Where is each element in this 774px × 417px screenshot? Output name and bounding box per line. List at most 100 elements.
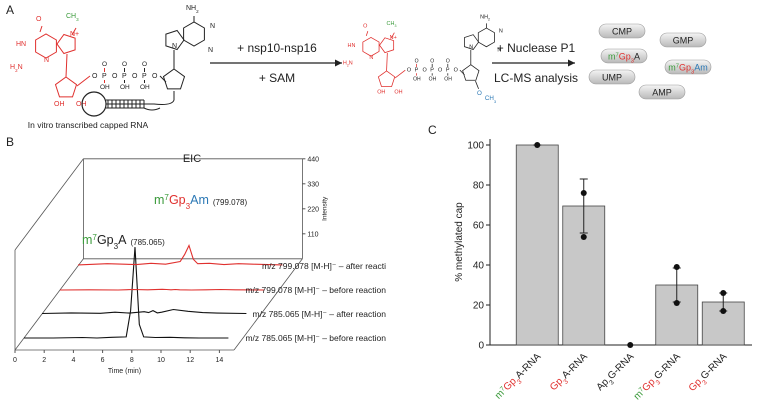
label-part: 2	[488, 18, 490, 22]
formatted-label: N+	[390, 35, 397, 41]
label-part: AMP	[652, 88, 672, 98]
y-tick-label: 0	[478, 341, 484, 352]
y-tick-label: 40	[473, 261, 485, 272]
label-part: G-RNA	[699, 351, 730, 382]
label-part: 3	[608, 378, 616, 386]
formatted-label: AMP	[652, 88, 672, 98]
x-tick-label: 4	[71, 357, 75, 364]
trace-label: m/z 785.065 [M-H]⁻ – before reaction	[245, 333, 386, 343]
label-part: 7	[676, 64, 679, 70]
label-part: Am	[694, 63, 708, 73]
y-axis-title: % methylated cap	[454, 202, 465, 282]
panel-label: B	[6, 135, 14, 149]
ring	[56, 33, 76, 55]
label-part: 3	[494, 98, 497, 103]
label-part: m	[82, 233, 92, 247]
label-part: Ap	[595, 376, 612, 393]
formatted-label: OH	[394, 90, 402, 96]
data-point	[720, 290, 727, 296]
formatted-label: N	[210, 23, 215, 30]
bond	[459, 69, 465, 76]
chain-atom: O	[446, 58, 450, 64]
formatted-label: H2N	[343, 61, 353, 68]
formatted-label: CMP	[612, 27, 632, 37]
label-part: H	[343, 61, 347, 67]
label-part: CMP	[612, 27, 632, 37]
formatted-label: N	[172, 43, 177, 50]
x-tick-label: 14	[216, 357, 224, 364]
label-part: NH	[480, 15, 488, 21]
chain-atom: P	[102, 73, 107, 80]
label-part: 3	[76, 17, 79, 22]
bar	[515, 144, 559, 346]
label-part: N	[18, 64, 23, 71]
product-pill	[600, 48, 648, 64]
formatted-label: UMP	[602, 73, 622, 83]
data-point	[627, 342, 634, 348]
formatted-label: m7Gp3Am	[154, 193, 209, 211]
formatted-label: OH	[76, 101, 87, 108]
label-part: N	[499, 29, 503, 35]
formatted-label: N	[497, 47, 501, 53]
formatted-label: m7Gp3Am	[668, 63, 708, 76]
formatted-label: CH3	[66, 13, 79, 22]
ring	[162, 68, 186, 90]
label-part: G-RNA	[652, 351, 683, 382]
y-tick-label: 60	[473, 221, 485, 232]
label-part: N+	[390, 35, 397, 41]
error-bar	[579, 178, 588, 234]
chain-atom: OH	[140, 84, 150, 91]
label-part: 3	[516, 378, 524, 386]
label-part: 7	[92, 233, 97, 242]
label-part: N	[172, 43, 177, 50]
ring	[462, 64, 480, 81]
reagent-label: + SAM	[259, 71, 295, 85]
ring	[54, 76, 78, 98]
label-part: 2	[15, 68, 18, 73]
bond	[106, 99, 144, 109]
trace	[41, 308, 247, 315]
label-part: N	[497, 47, 501, 53]
data-point	[673, 300, 680, 306]
chain-atom: O	[132, 73, 138, 80]
label-part: CH	[387, 21, 395, 27]
formatted-label: HN	[16, 41, 26, 48]
chain-atom: O	[92, 73, 98, 80]
reagent-label: + nsp10-nsp16	[237, 41, 317, 55]
formatted-label: N	[208, 47, 213, 54]
plot-frame	[14, 158, 84, 251]
label-part: OH	[394, 90, 402, 96]
label-part: HN	[348, 43, 356, 49]
formatted-label: N	[44, 57, 49, 64]
chain-atom: O	[430, 58, 434, 64]
chain-atom: O	[438, 68, 442, 74]
formatted-label: Ap3G-RNA	[595, 351, 639, 395]
formatted-label: CH3	[387, 21, 397, 28]
formatted-label: NH2	[186, 5, 199, 14]
arrow-head	[568, 59, 575, 67]
trace	[77, 244, 283, 266]
panel-label: C	[428, 123, 437, 137]
label-part: Gp	[687, 376, 705, 394]
chain-atom: P	[415, 68, 419, 74]
ring	[165, 29, 185, 51]
label-part: 7	[164, 193, 169, 202]
formatted-label: Gp3G-RNA	[687, 351, 732, 396]
data-point	[534, 142, 541, 148]
x-tick-label: 10	[157, 357, 165, 364]
x-tick-label: 8	[130, 357, 134, 364]
trace	[59, 288, 265, 291]
y-tick-label: 110	[307, 231, 318, 238]
label-part: N	[208, 47, 213, 54]
bond	[173, 16, 195, 69]
plot-frame	[14, 258, 84, 351]
label-part: m	[608, 52, 616, 62]
chain-atom: P	[122, 73, 127, 80]
x-tick-label: 12	[186, 357, 194, 364]
label-part: 7	[615, 53, 618, 59]
label-part: N	[349, 61, 353, 67]
trace-label: m/z 799.078 [M-H]⁻ – after reacti	[262, 261, 386, 271]
label-part: O	[363, 23, 367, 29]
